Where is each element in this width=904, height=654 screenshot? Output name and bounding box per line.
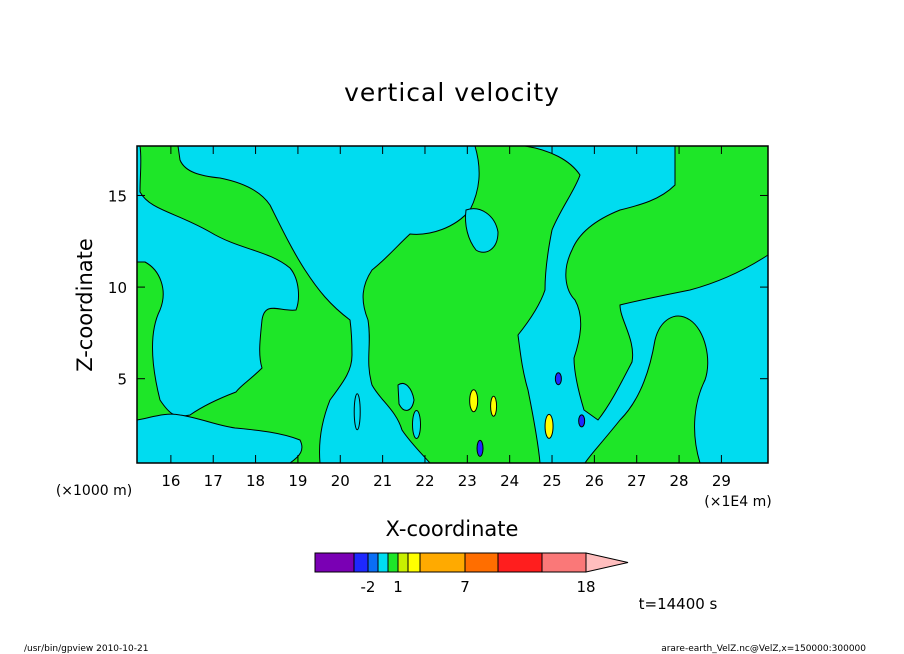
y-tick-label: 15 — [108, 187, 127, 205]
footer-right: arare-earth_VelZ.nc@VelZ,x=150000:300000 — [661, 644, 866, 654]
velocity-cell — [554, 372, 562, 386]
x-tick-label: 27 — [627, 472, 646, 490]
y-axis-ticks: 5 10 15 — [108, 187, 768, 389]
colorbar-swatch — [377, 552, 389, 573]
x-tick-label: 20 — [331, 472, 350, 490]
x-unit-label-right: (×1E4 m) — [704, 494, 771, 510]
velocity-cell — [544, 413, 554, 439]
velocity-cell — [578, 414, 586, 428]
colorbar-label: 7 — [460, 578, 470, 596]
colorbar-swatch — [464, 552, 499, 573]
low-velocity-region — [517, 145, 769, 464]
strong-velocity-cells — [353, 372, 586, 457]
x-tick-label: 25 — [542, 472, 561, 490]
x-tick-label: 17 — [204, 472, 223, 490]
x-tick-label: 16 — [161, 472, 180, 490]
colorbar-swatch — [397, 552, 409, 573]
colorbar-extend-arrow — [585, 552, 629, 573]
velocity-cell — [469, 389, 479, 413]
low-velocity-region — [397, 383, 415, 411]
x-tick-label: 21 — [373, 472, 392, 490]
field-regions — [136, 145, 769, 464]
colorbar-swatch — [407, 552, 421, 573]
colorbar: -2 1 7 18 — [314, 552, 629, 596]
colorbar-label: 1 — [393, 578, 403, 596]
plot-area: 16 17 18 19 20 21 22 23 24 25 26 27 28 29 5 10 15 — [108, 145, 769, 490]
chart-title: vertical velocity — [344, 78, 560, 107]
velocity-cell — [490, 395, 498, 417]
y-tick-label: 10 — [108, 279, 127, 297]
x-tick-label: 23 — [458, 472, 477, 490]
footer-left: /usr/bin/gpview 2010-10-21 — [24, 644, 148, 654]
x-unit-label-left: (×1000 m) — [56, 483, 132, 499]
plot-frame — [136, 145, 769, 464]
low-velocity-region — [465, 208, 499, 253]
colorbar-swatch — [541, 552, 587, 573]
x-tick-label: 19 — [288, 472, 307, 490]
x-tick-label: 26 — [585, 472, 604, 490]
x-tick-label: 22 — [415, 472, 434, 490]
velocity-cell — [412, 410, 422, 440]
colorbar-swatch — [497, 552, 543, 573]
colorbar-swatch — [367, 552, 379, 573]
low-velocity-region — [136, 413, 303, 464]
y-tick-label: 5 — [117, 371, 127, 389]
colorbar-swatch — [387, 552, 399, 573]
colorbar-label: -2 — [361, 578, 376, 596]
x-axis-title: X-coordinate — [386, 517, 519, 541]
velocity-cell — [476, 439, 484, 457]
x-tick-label: 28 — [670, 472, 689, 490]
time-label: t=14400 s — [639, 595, 718, 613]
x-axis-ticks: 16 17 18 19 20 21 22 23 24 25 26 27 28 29 — [161, 146, 731, 490]
colorbar-label: 18 — [576, 578, 595, 596]
velocity-cell — [353, 393, 361, 431]
y-axis-title: Z-coordinate — [73, 238, 97, 372]
colorbar-swatch — [314, 552, 355, 573]
colorbar-swatch — [419, 552, 466, 573]
x-tick-label: 24 — [500, 472, 519, 490]
low-velocity-region — [136, 145, 299, 417]
colorbar-swatch — [353, 552, 369, 573]
x-tick-label: 29 — [712, 472, 731, 490]
x-tick-label: 18 — [246, 472, 265, 490]
